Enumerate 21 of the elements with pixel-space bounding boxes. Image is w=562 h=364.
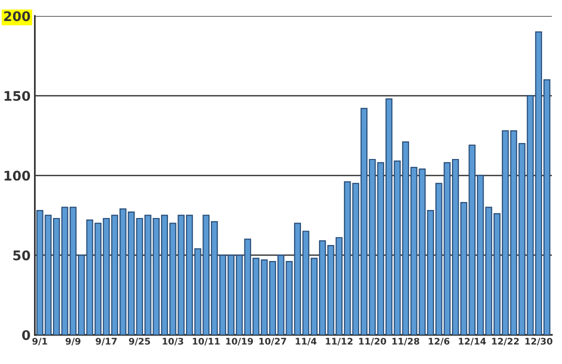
x-tick-label: 11/12 (326, 338, 353, 346)
x-tick-label: 9/1 (32, 338, 48, 346)
x-tick-label: 12/30 (525, 338, 552, 346)
x-tick-label: 9/9 (66, 338, 80, 346)
x-tick-label: 12/22 (492, 338, 519, 346)
x-tick-label: 10/27 (259, 338, 286, 346)
y-tick-label: 200 (4, 11, 30, 22)
x-tick-label: 12/14 (458, 338, 486, 346)
x-tick-label: 11/20 (359, 338, 386, 346)
x-tick-label: 9/25 (128, 338, 150, 346)
y-tick-label: 0 (22, 330, 30, 340)
x-tick-label: 10/19 (226, 338, 253, 346)
x-tick-label: 11/28 (392, 338, 420, 346)
x-tick-label: 12/6 (428, 338, 450, 346)
x-tick-label: 11/4 (296, 338, 316, 346)
y-tick-label: 100 (4, 170, 30, 181)
y-tick-label: 50 (13, 250, 30, 260)
x-tick-label: 9/17 (96, 338, 117, 346)
x-tick-label: 10/3 (162, 338, 184, 346)
x-tick-label: 10/11 (192, 338, 220, 346)
y-tick-label: 150 (4, 90, 30, 101)
